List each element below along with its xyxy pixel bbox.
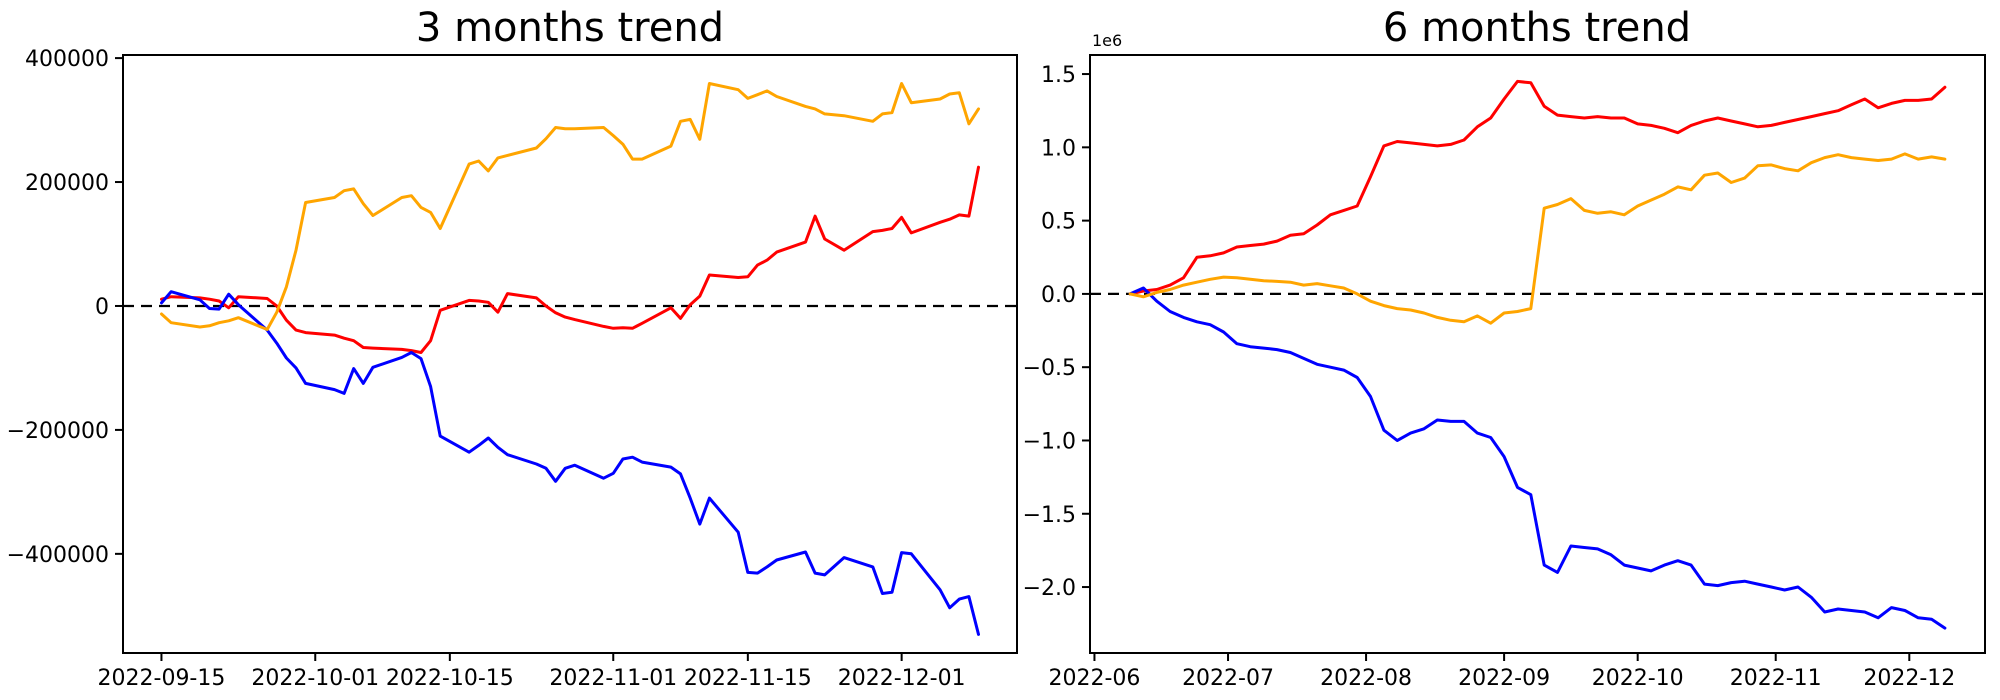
line-red-series (160, 165, 980, 354)
y-tick-label: −0.5 (1023, 356, 1076, 381)
x-tick-label: 2022-11-01 (549, 666, 677, 691)
x-tick-label: 2022-11-15 (684, 666, 812, 691)
y-axis-offset-label: 1e6 (1092, 31, 1122, 50)
x-tick-label: 2022-06 (1048, 666, 1140, 691)
x-tick-label: 2022-11 (1730, 666, 1822, 691)
y-tick-label: 0 (95, 295, 109, 320)
y-tick-label: 400000 (25, 47, 109, 72)
y-tick-label: 200000 (25, 171, 109, 196)
x-tick-label: 2022-10-01 (251, 666, 379, 691)
x-tick-label: 2022-10-15 (386, 666, 514, 691)
line-blue-series (160, 290, 980, 636)
line-orange-series (160, 82, 980, 331)
y-tick-label: −1.5 (1023, 503, 1076, 528)
chart-title-6-months: 6 months trend (1382, 5, 1692, 51)
line-orange-series (1128, 152, 1947, 325)
y-tick-label: 1.0 (1041, 136, 1076, 161)
y-tick-label: −1.0 (1023, 429, 1076, 454)
x-tick-label: 2022-12-01 (838, 666, 966, 691)
y-tick-label: −2.0 (1023, 576, 1076, 601)
x-tick-label: 2022-07 (1182, 666, 1274, 691)
chart-title-3-months: 3 months trend (415, 5, 725, 51)
x-tick-label: 2022-08 (1320, 666, 1412, 691)
x-tick-label: 2022-10 (1592, 666, 1684, 691)
line-blue-series (1128, 286, 1947, 630)
line-red-series (1128, 79, 1947, 296)
x-tick-label: 2022-09 (1458, 666, 1550, 691)
x-tick-label: 2022-09-15 (98, 666, 226, 691)
axes-frame (122, 54, 1018, 654)
x-tick-label: 2022-12 (1863, 666, 1955, 691)
y-tick-label: 0.0 (1041, 283, 1076, 308)
y-tick-label: 0.5 (1041, 210, 1076, 235)
y-tick-label: −400000 (7, 543, 109, 568)
axes-frame (1089, 54, 1986, 654)
y-tick-label: 1.5 (1041, 63, 1076, 88)
y-tick-label: −200000 (7, 419, 109, 444)
